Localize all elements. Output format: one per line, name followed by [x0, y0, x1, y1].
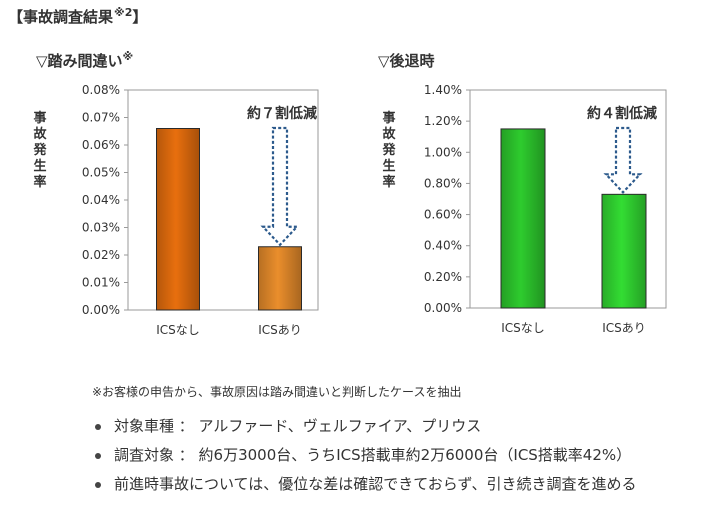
chart-title-text: ▽後退時	[378, 52, 435, 70]
y-tick-label: 1.00%	[424, 145, 462, 159]
note-target-models: 対象車種 ： アルファード、ヴェルファイア、プリウス	[92, 412, 636, 441]
notes-list: 対象車種 ： アルファード、ヴェルファイア、プリウス 調査対象 ： 約6万300…	[92, 412, 636, 499]
chart-title-sup: ※	[122, 50, 134, 63]
y-tick-label: 0.00%	[82, 303, 120, 317]
results-heading-close: 】	[132, 8, 148, 26]
y-axis-label: 事故発生率	[32, 110, 47, 190]
y-tick-label: 0.06%	[82, 138, 120, 152]
x-category-label: ICSあり	[258, 323, 302, 337]
y-axis-label: 事故発生率	[381, 110, 396, 190]
chart-title-reversing: ▽後退時	[378, 50, 435, 71]
y-tick-label: 0.05%	[82, 166, 120, 180]
y-tick-label: 0.08%	[82, 83, 120, 97]
x-category-label: ICSあり	[602, 321, 646, 335]
y-tick-label: 1.40%	[424, 83, 462, 97]
y-tick-label: 0.40%	[424, 239, 462, 253]
note-survey-target: 調査対象 ： 約6万3000台、うちICS搭載車約2万6000台（ICS搭載率4…	[92, 441, 636, 470]
y-tick-label: 0.20%	[424, 270, 462, 284]
results-heading: 【事故調査結果※2】	[8, 6, 147, 27]
results-heading-text: 【事故調査結果	[8, 8, 114, 26]
y-tick-label: 0.04%	[82, 193, 120, 207]
y-tick-label: 1.20%	[424, 114, 462, 128]
y-tick-label: 0.02%	[82, 248, 120, 262]
y-tick-label: 0.00%	[424, 301, 462, 315]
y-tick-label: 0.01%	[82, 276, 120, 290]
footnote: ※お客様の申告から、事故原因は踏み間違いと判断したケースを抽出	[92, 385, 462, 399]
x-category-label: ICSなし	[501, 321, 545, 335]
results-heading-sup: ※2	[114, 6, 133, 19]
chart-pedal-misapplication: 0.00% 0.01% 0.02% 0.03% 0.04% 0.05% 0.06% 0.07%…	[32, 83, 319, 337]
chart-title-pedal-misapplication: ▽踏み間違い※	[36, 50, 133, 71]
chart-reversing: 0.00% 0.20% 0.40% 0.60% 0.80% 1.00% 1.20% 1.40%…	[381, 83, 667, 335]
note-forward-accidents: 前進時事故については、優位な差は確認できておらず、引き続き調査を進める	[92, 470, 636, 499]
bar-with-ics	[601, 193, 647, 309]
x-category-label: ICSなし	[156, 323, 200, 337]
reduction-annotation: 約４割低減	[587, 105, 657, 122]
bar-without-ics	[156, 128, 200, 311]
y-tick-label: 0.80%	[424, 176, 462, 190]
y-tick-label: 0.03%	[82, 221, 120, 235]
bar-with-ics	[258, 246, 302, 311]
bar-without-ics	[500, 128, 546, 309]
reduction-annotation: 約７割低減	[247, 105, 317, 122]
y-tick-label: 0.60%	[424, 208, 462, 222]
chart-title-text: ▽踏み間違い	[36, 52, 123, 70]
reduction-arrow	[603, 126, 643, 194]
y-tick-label: 0.07%	[82, 111, 120, 125]
reduction-arrow	[260, 126, 300, 247]
